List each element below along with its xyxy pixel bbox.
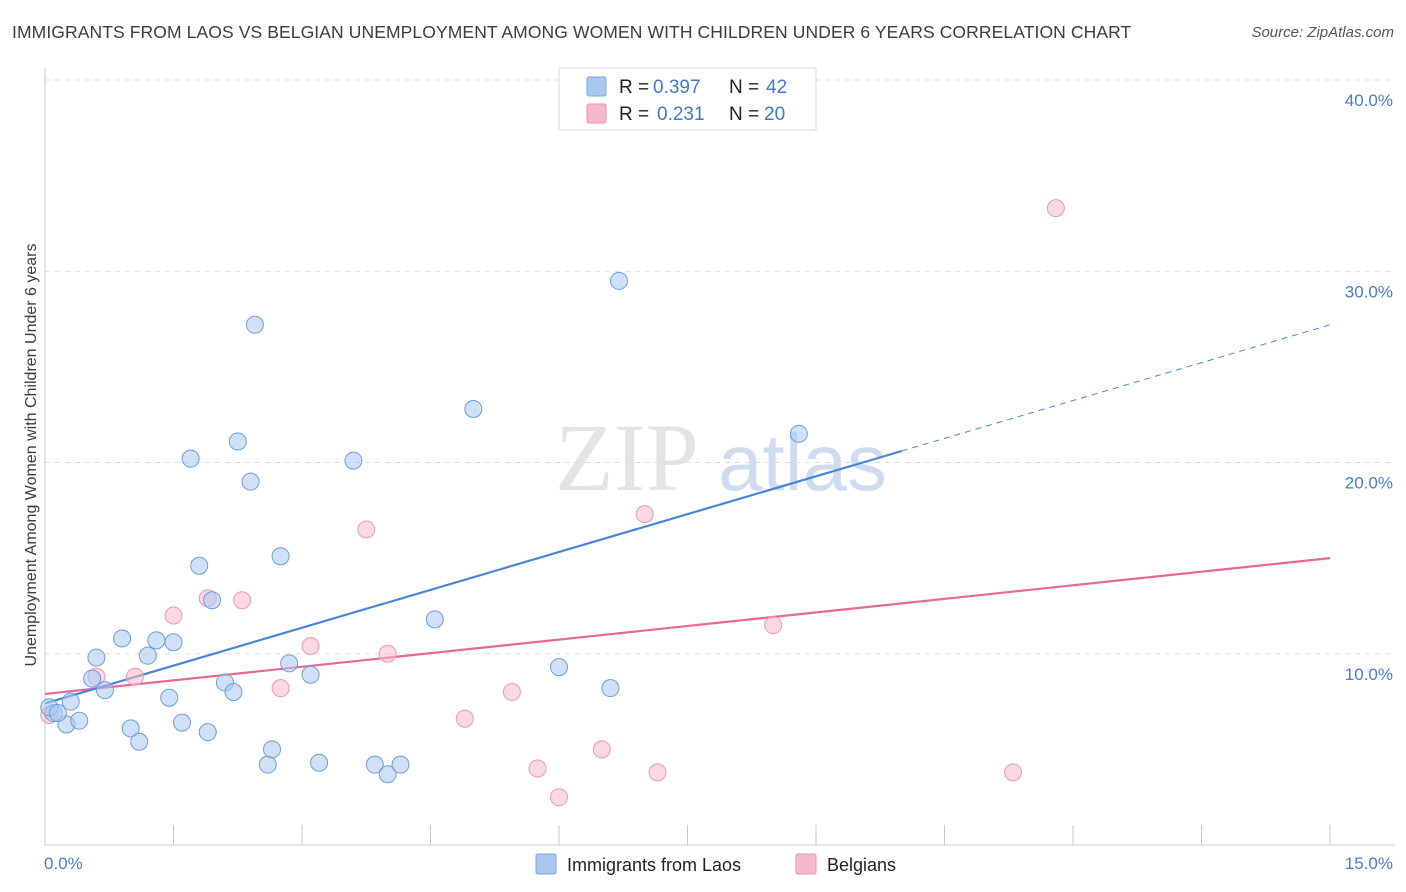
legend-n-label-belgians: N =	[729, 104, 759, 125]
legend: R = 0.397 N = 42 R = 0.231 N = 20	[558, 67, 817, 131]
data-point-laos	[173, 713, 192, 732]
data-point-laos	[301, 665, 320, 684]
data-point-laos	[190, 556, 209, 575]
data-point-laos	[203, 591, 222, 610]
legend-n-value-belgians: 20	[764, 104, 785, 125]
data-point-laos	[271, 547, 290, 566]
data-point-belgians	[233, 591, 252, 610]
legend-r-label-belgians: R =	[619, 104, 649, 125]
data-point-laos	[378, 765, 397, 784]
data-point-laos	[245, 315, 264, 334]
data-point-laos	[164, 633, 183, 652]
data-point-belgians	[271, 679, 290, 698]
data-point-belgians	[378, 644, 397, 663]
trend-line-laos	[44, 449, 902, 705]
legend-r-label-laos: R =	[619, 77, 649, 98]
data-point-laos	[160, 688, 179, 707]
data-point-belgians	[648, 763, 667, 782]
data-point-laos	[391, 755, 410, 774]
data-point-laos	[181, 449, 200, 468]
y-tick-label: 40.0%	[1345, 91, 1393, 110]
data-point-laos	[138, 646, 157, 665]
data-point-laos	[147, 631, 166, 650]
data-point-laos	[550, 658, 568, 677]
chart-title: IMMIGRANTS FROM LAOS VS BELGIAN UNEMPLOY…	[12, 22, 1132, 42]
legend-swatch-belgians	[586, 103, 607, 124]
data-point-laos	[224, 683, 243, 701]
data-point-belgians	[301, 637, 320, 656]
legend-swatch-laos	[586, 76, 607, 97]
data-point-laos	[241, 472, 260, 491]
x-tick-label: 15.0%	[1345, 854, 1393, 873]
axes: 10.0% 20.0% 30.0% 40.0% 0.0% 15.0%	[44, 68, 1395, 873]
source-label: Source: ZipAtlas.com	[1251, 24, 1394, 41]
data-point-belgians	[1004, 763, 1023, 782]
data-point-laos	[344, 451, 363, 470]
data-point-belgians	[455, 709, 474, 728]
data-point-laos	[310, 753, 329, 772]
trend-line-belgians	[44, 557, 1331, 696]
bottom-legend-label-belgians: Belgians	[827, 855, 896, 875]
data-point-belgians	[164, 606, 183, 625]
watermark-zip: ZIP	[555, 404, 699, 511]
y-tick-label: 20.0%	[1345, 474, 1393, 493]
y-tick-label: 10.0%	[1345, 665, 1393, 684]
data-point-laos	[121, 719, 140, 738]
trend-lines	[44, 324, 1331, 705]
data-point-laos	[70, 711, 89, 730]
data-point-laos	[48, 704, 67, 723]
data-point-belgians	[528, 759, 547, 778]
data-point-laos	[280, 654, 299, 673]
data-point-laos	[130, 732, 149, 751]
data-point-laos	[263, 740, 282, 759]
data-points	[40, 199, 1065, 807]
trend-line-laos-extension	[901, 324, 1331, 452]
data-point-laos	[113, 629, 132, 648]
data-point-laos	[258, 755, 277, 774]
y-tick-label: 30.0%	[1345, 282, 1393, 301]
bottom-legend-swatch-belgians	[795, 853, 817, 875]
bottom-legend-swatch-laos	[535, 853, 557, 875]
data-point-laos	[95, 681, 114, 700]
data-point-belgians	[764, 616, 783, 635]
data-point-belgians	[635, 505, 654, 524]
data-point-laos	[87, 648, 106, 667]
data-point-belgians	[357, 520, 376, 539]
data-point-laos	[83, 669, 102, 688]
data-point-belgians	[592, 740, 611, 759]
bottom-legend: Immigrants from Laos Belgians	[535, 853, 896, 875]
x-tick-label: 0.0%	[44, 854, 83, 873]
legend-n-value-laos: 42	[766, 77, 787, 98]
grid-lines	[45, 79, 1395, 655]
data-point-laos	[198, 723, 217, 742]
data-point-laos	[365, 755, 384, 774]
data-point-belgians	[125, 667, 144, 686]
data-point-laos	[61, 692, 80, 711]
legend-n-label-laos: N =	[729, 77, 759, 98]
data-point-laos	[609, 271, 628, 290]
data-point-laos	[425, 610, 444, 629]
y-axis-title: Unemployment Among Women with Children U…	[23, 243, 40, 666]
legend-r-value-laos: 0.397	[653, 77, 701, 98]
data-point-laos	[789, 424, 808, 443]
bottom-legend-label-laos: Immigrants from Laos	[567, 855, 741, 875]
data-point-laos	[464, 399, 483, 418]
legend-r-value-belgians: 0.231	[657, 104, 705, 125]
data-point-belgians	[1046, 199, 1065, 218]
data-point-laos	[228, 432, 247, 451]
data-point-belgians	[550, 788, 568, 807]
data-point-belgians	[502, 683, 521, 701]
data-point-laos	[601, 679, 620, 698]
